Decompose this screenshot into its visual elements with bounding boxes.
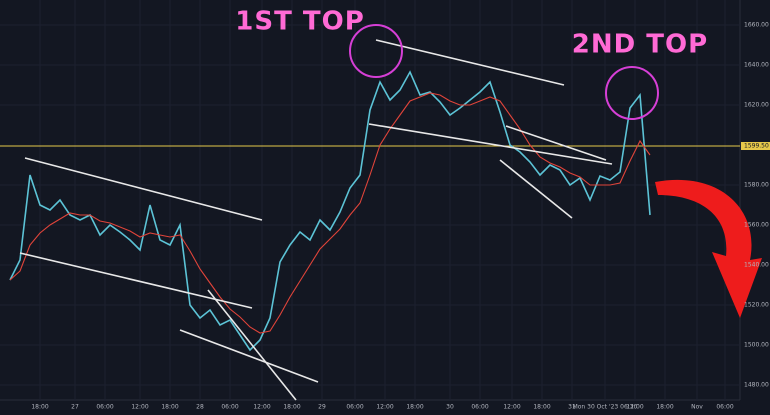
trend-line (368, 123, 613, 165)
y-tick-label: 1640.00 (744, 62, 769, 69)
x-tick-label: 18:00 (656, 404, 673, 411)
trend-line (179, 329, 319, 383)
y-tick-label: 1560.00 (744, 222, 769, 229)
y-tick-label: 1620.00 (744, 102, 769, 109)
x-tick-label: 29 (318, 404, 326, 411)
highlight-circle (349, 24, 403, 78)
price-line (9, 70, 651, 352)
x-tick-label: 12:00 (253, 404, 270, 411)
x-tick-label: 18:00 (533, 404, 550, 411)
x-tick-label: 30 (446, 404, 454, 411)
annotation: 1ST TOP (235, 7, 365, 37)
trend-line (207, 289, 297, 401)
trend-line (24, 157, 263, 221)
y-tick-label: 1540.00 (744, 262, 769, 269)
y-tick-label: 1500.00 (744, 342, 769, 349)
x-tick-label: 12:00 (626, 404, 643, 411)
y-tick-label: 1660.00 (744, 22, 769, 29)
x-tick-label: 28 (196, 404, 204, 411)
price-line (9, 92, 651, 334)
trend-lines (19, 39, 613, 401)
x-tick-label: 27 (71, 404, 79, 411)
y-tick-label: 1580.00 (744, 182, 769, 189)
x-tick-label: Mon 30 Oct '23 06:30 (573, 404, 638, 411)
x-tick-label: 18:00 (161, 404, 178, 411)
down-arrow (655, 179, 762, 318)
x-tick-label: 18:00 (31, 404, 48, 411)
x-tick-label: 12:00 (503, 404, 520, 411)
trend-line (499, 159, 573, 219)
x-tick-label: 06:00 (471, 404, 488, 411)
trend-line (375, 39, 565, 86)
x-tick-label: 12:00 (376, 404, 393, 411)
x-tick-label: Nov (691, 404, 703, 411)
y-tick-label: 1520.00 (744, 302, 769, 309)
trend-line (505, 125, 607, 161)
trend-line (19, 252, 253, 309)
highlight-circle (605, 66, 659, 120)
y-tick-label: 1480.00 (744, 382, 769, 389)
x-tick-label: 06:00 (221, 404, 238, 411)
x-tick-label: 31 (568, 404, 576, 411)
x-tick-label: 06:00 (346, 404, 363, 411)
x-tick-label: 06:00 (716, 404, 733, 411)
annotation: 2ND TOP (572, 30, 708, 60)
x-tick-label: 12:00 (131, 404, 148, 411)
x-tick-label: 18:00 (283, 404, 300, 411)
price-tag (741, 142, 770, 150)
price-tag-label: 1599.50 (744, 143, 769, 150)
x-tick-label: 06:00 (96, 404, 113, 411)
x-tick-label: 18:00 (406, 404, 423, 411)
